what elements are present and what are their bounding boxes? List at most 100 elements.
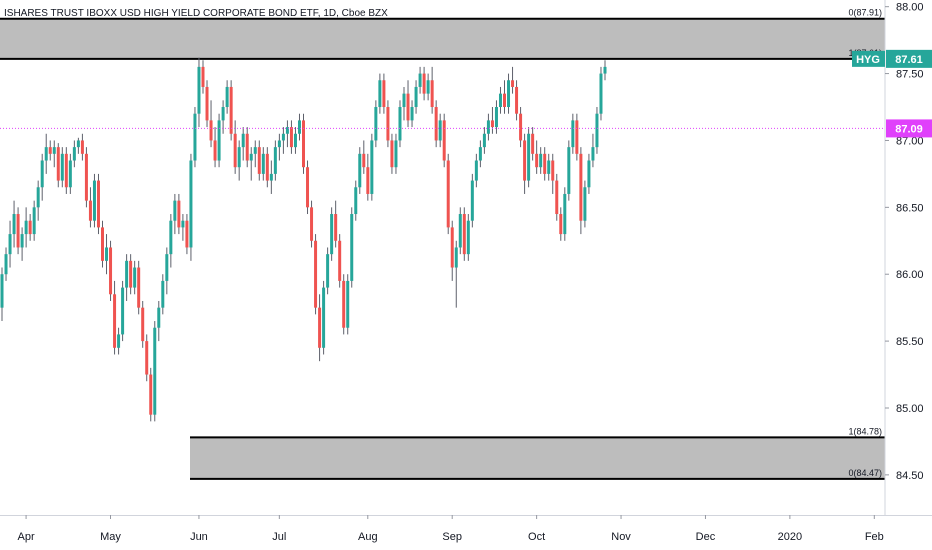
candle (398, 100, 402, 148)
candle-body (314, 240, 318, 308)
candle (101, 220, 104, 268)
candle-body (486, 120, 490, 134)
candle-body (515, 86, 519, 114)
fibonacci-zones: 0(87.91)1(87.61)1(84.78)0(84.47) (0, 8, 885, 480)
candle-body (129, 260, 133, 288)
last-price-label: 87.61 (895, 54, 923, 66)
candle (442, 113, 446, 168)
candle (314, 234, 318, 315)
candle-body (567, 147, 571, 194)
x-tick-label: Oct (528, 531, 545, 543)
candle-body (338, 240, 342, 281)
candle-body (76, 140, 80, 148)
candle (551, 153, 555, 194)
candle-body (56, 147, 60, 181)
candle (76, 137, 80, 154)
candle-body (245, 133, 249, 161)
candle (418, 66, 422, 94)
candle-body (458, 214, 462, 248)
candle (24, 207, 28, 248)
candle (567, 140, 571, 201)
x-tick-label: Sep (442, 531, 462, 543)
candle-body (265, 153, 269, 181)
candle-body (539, 153, 543, 168)
candle-body (117, 334, 121, 348)
candle (44, 133, 48, 174)
candle (8, 220, 12, 268)
candle-body (446, 160, 450, 228)
x-tick-label: Aug (358, 531, 378, 543)
candle-body (394, 140, 398, 168)
candle (523, 133, 527, 194)
candle (92, 173, 96, 228)
candle (422, 66, 426, 101)
candle-body (68, 160, 72, 188)
candle (494, 100, 498, 134)
price-axis[interactable]: 84.50 85.00 85.50 86.00 86.50 87.00 87.50 88.00 (885, 2, 924, 482)
candle-body (322, 287, 326, 348)
candle-body (583, 187, 587, 221)
candle (386, 100, 390, 148)
candle-body (253, 147, 257, 154)
candle-body (261, 153, 265, 174)
candle (458, 207, 462, 255)
x-tick-label: 2020 (778, 531, 802, 543)
candle (547, 153, 551, 181)
x-tick-label: May (100, 531, 121, 543)
candle (466, 214, 470, 261)
candle (289, 120, 293, 154)
candle-body (559, 214, 563, 235)
candle-body (466, 220, 470, 255)
candle (394, 133, 398, 174)
candle-body (153, 327, 157, 415)
candle (157, 300, 161, 342)
candle-body (603, 66, 607, 74)
level-price-label: 87.09 (895, 123, 923, 135)
candle (531, 127, 535, 161)
candle-body (579, 153, 583, 221)
zone-top-label: 0(87.91) (848, 8, 882, 18)
candle-body (32, 207, 36, 235)
candle (390, 133, 394, 174)
candle-body (289, 127, 293, 148)
candle-body (133, 267, 137, 288)
candle-body (197, 66, 201, 114)
candle (64, 147, 68, 194)
candle (265, 147, 269, 188)
candle (233, 120, 237, 174)
candle (133, 260, 137, 295)
candle (161, 274, 165, 315)
candle (149, 367, 153, 422)
candle-body (382, 80, 386, 108)
candle (515, 80, 519, 121)
candle (217, 113, 221, 168)
candle (330, 207, 334, 261)
candle (281, 127, 285, 154)
time-axis[interactable]: Apr May Jun Jul Aug Sep Oct Nov Dec 2020 Feb (18, 515, 884, 543)
candle (0, 267, 4, 322)
candle-body (109, 247, 113, 295)
x-tick-label: Dec (696, 531, 716, 543)
candle (229, 80, 233, 141)
candle-series (0, 57, 607, 422)
candle-body (249, 153, 253, 161)
candle-body (438, 120, 442, 141)
candle (213, 127, 217, 168)
candle-body (482, 133, 486, 148)
candle-body (44, 147, 48, 161)
candle (277, 133, 281, 161)
candle-body (201, 66, 205, 87)
candle (48, 140, 52, 161)
candle (342, 274, 346, 335)
candle (446, 153, 450, 235)
candle (181, 214, 185, 241)
candle-body (229, 86, 233, 134)
candle (470, 173, 474, 228)
candle (322, 280, 326, 355)
candle (117, 327, 121, 355)
candle (350, 207, 354, 288)
candle-body (330, 214, 334, 255)
candle (257, 140, 261, 181)
candle (599, 66, 603, 121)
